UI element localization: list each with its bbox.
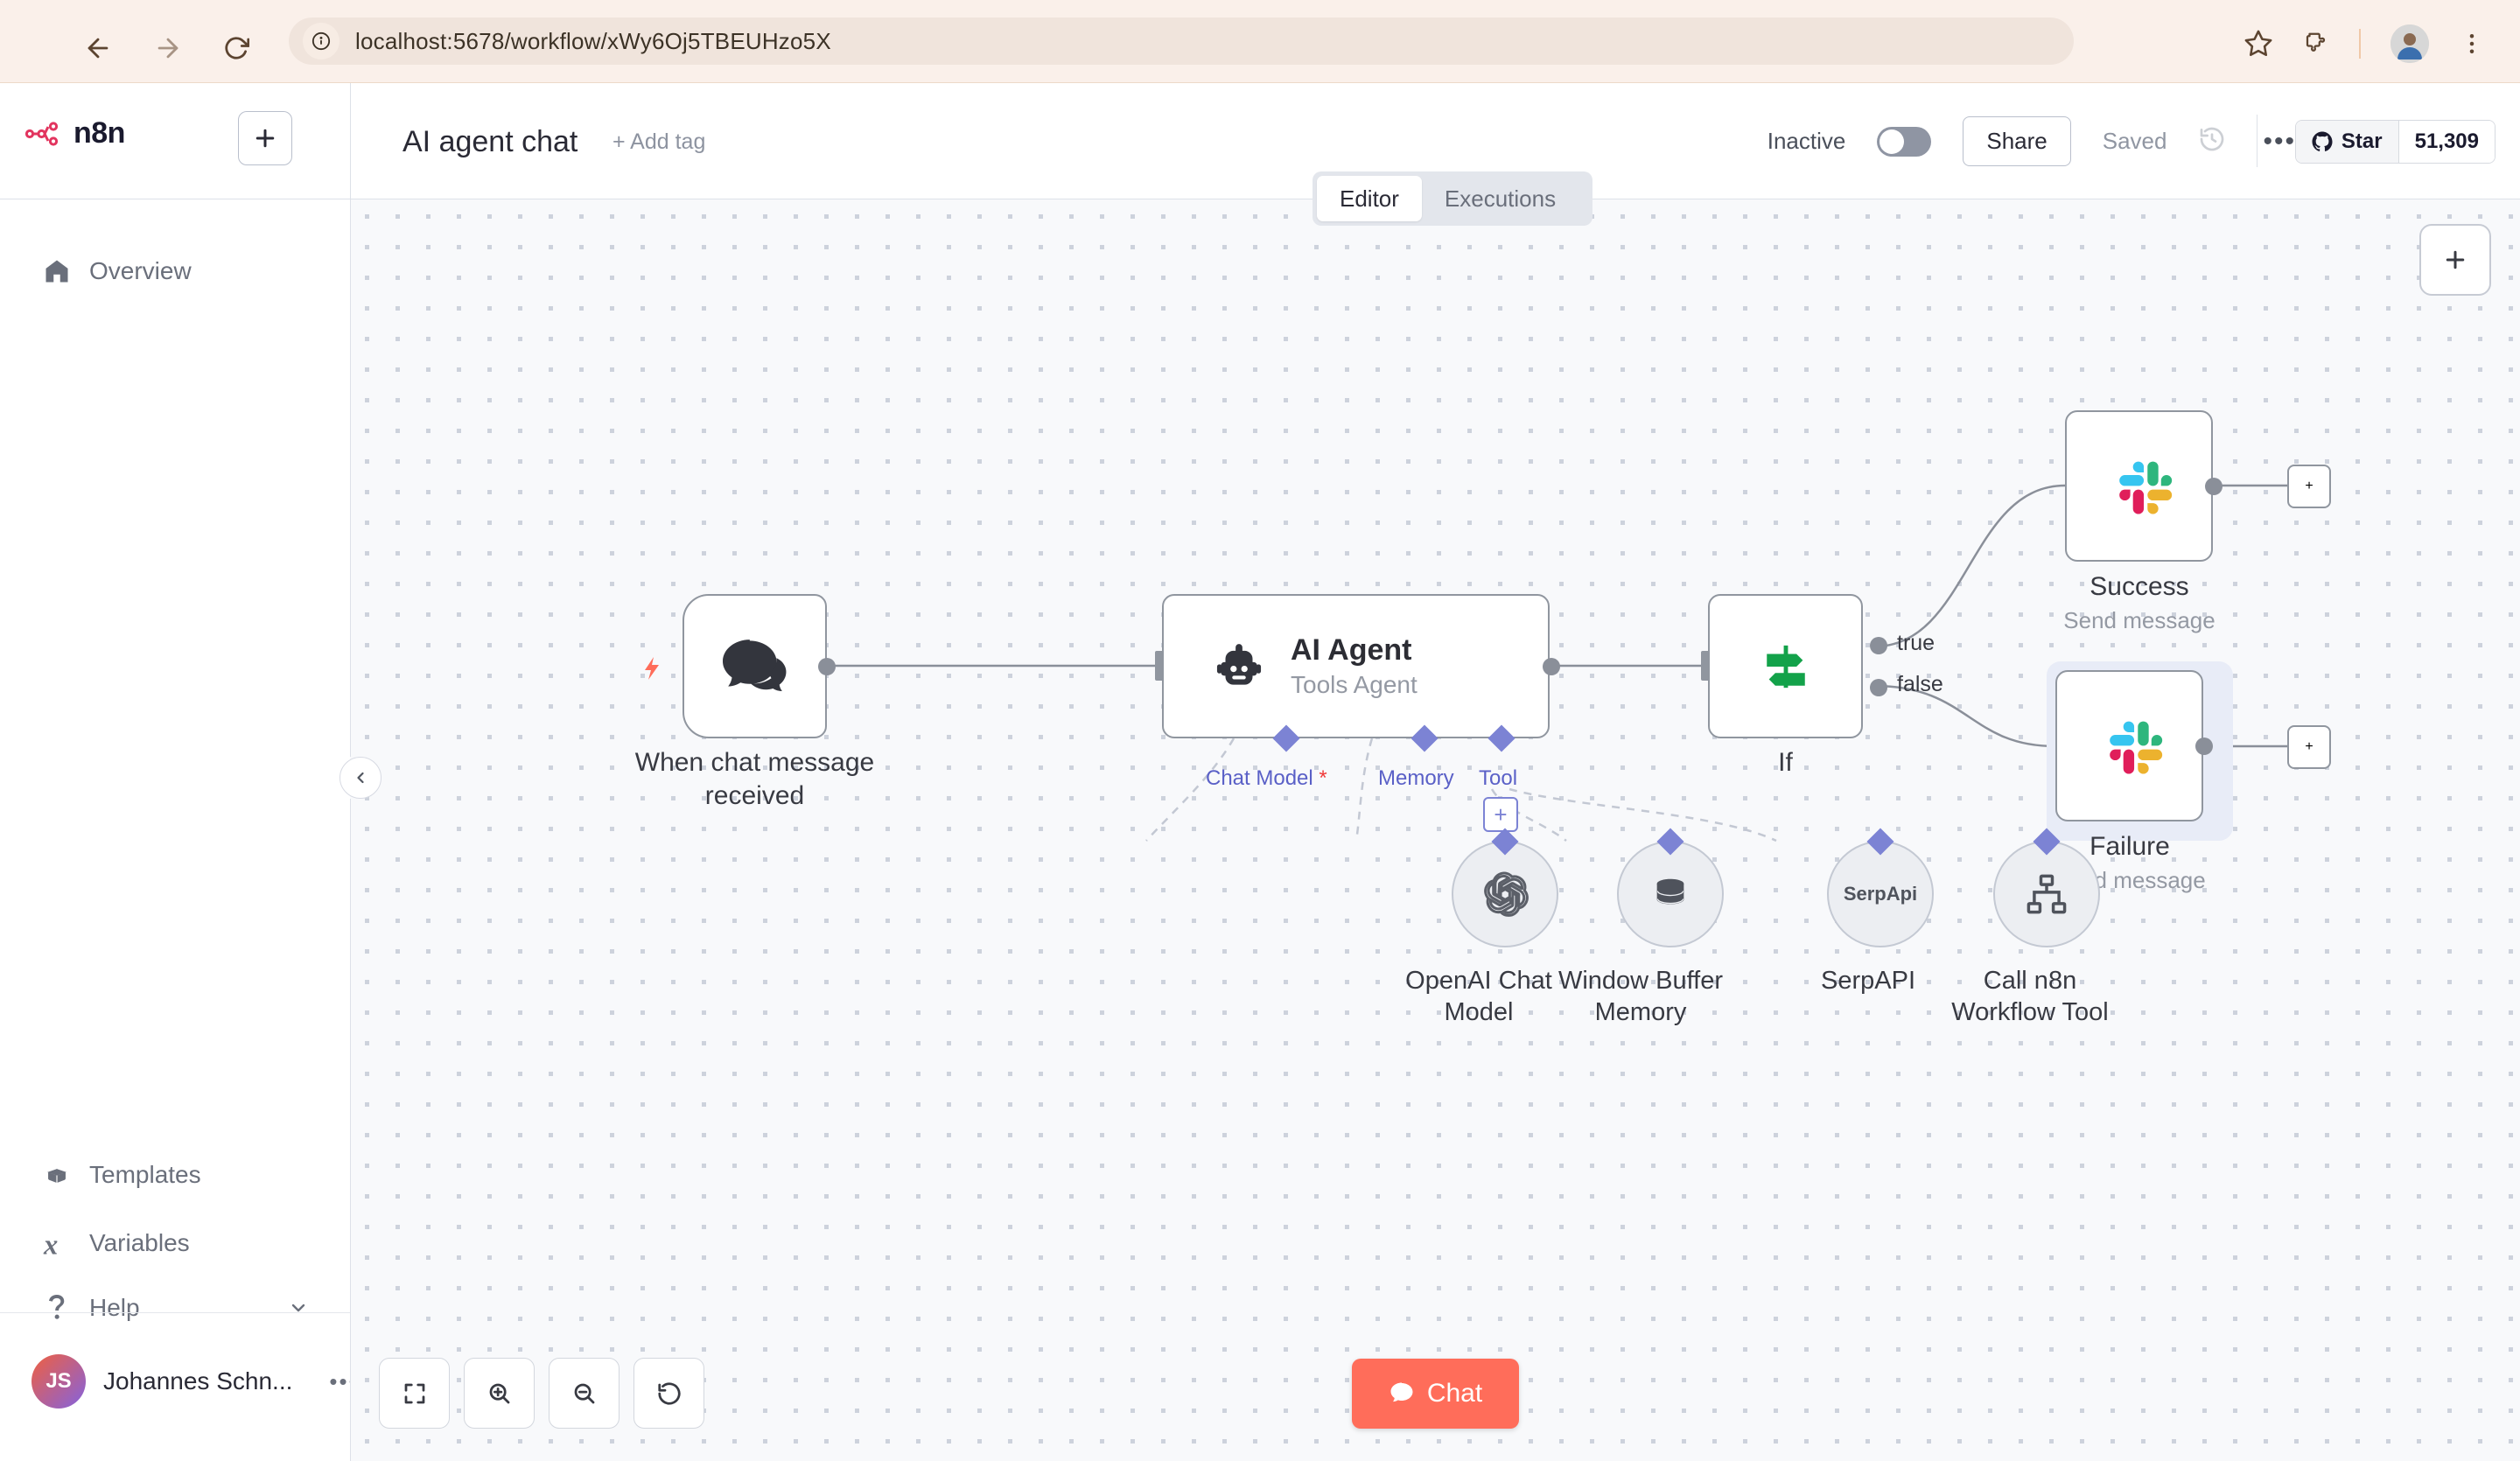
svg-text:x: x <box>43 1230 58 1256</box>
